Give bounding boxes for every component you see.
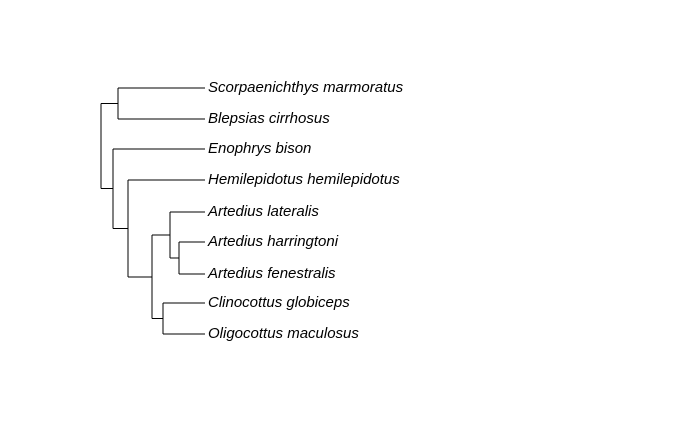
taxon-label-artedius-lateralis: Artedius lateralis [207, 203, 319, 220]
taxon-label-artedius-harringtoni: Artedius harringtoni [207, 233, 339, 250]
taxon-label-artedius-fenestralis: Artedius fenestralis [207, 265, 336, 282]
taxon-labels: Scorpaenichthys marmoratus Blepsias cirr… [207, 79, 404, 342]
taxon-label-enophrys-bison: Enophrys bison [208, 140, 311, 157]
taxon-label-scorpaenichthys-marmoratus: Scorpaenichthys marmoratus [208, 79, 404, 96]
taxon-label-clinocottus-globiceps: Clinocottus globiceps [208, 294, 350, 311]
taxon-label-blepsias-cirrhosus: Blepsias cirrhosus [208, 110, 330, 127]
taxon-label-hemilepidotus-hemilepidotus: Hemilepidotus hemilepidotus [208, 171, 400, 188]
tree-branches [100, 87, 205, 335]
taxon-label-oligocottus-maculosus: Oligocottus maculosus [208, 325, 359, 342]
